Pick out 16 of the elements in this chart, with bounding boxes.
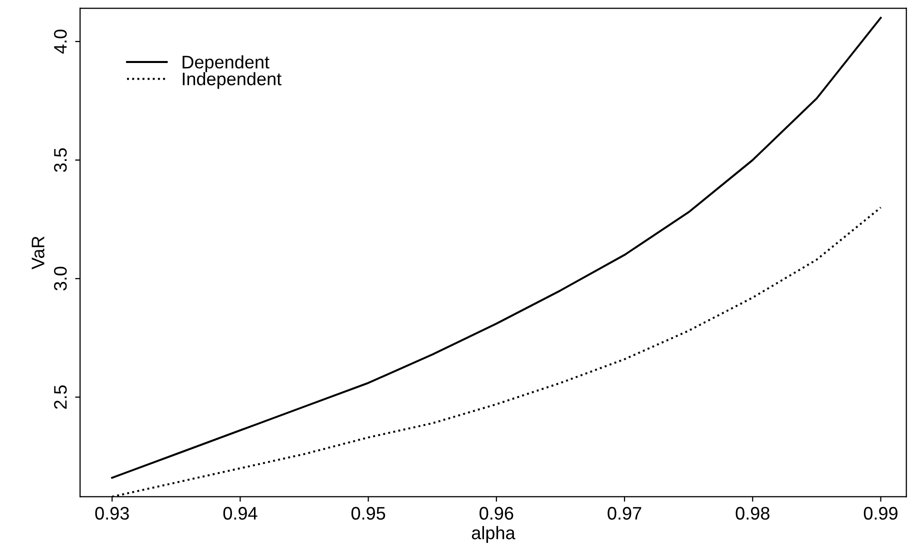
y-tick-label: 4.0 [54,30,67,54]
x-tick-label: 0.95 [351,506,386,520]
line-series [111,16,882,479]
x-tick-label: 0.98 [736,506,770,520]
x-tick-label: 0.93 [95,506,129,520]
y-tick-label: 3.5 [54,148,67,172]
y-tick-label: 3.0 [54,266,67,290]
y-axis-title: VaR [32,236,44,270]
y-tick-label: 2.5 [54,385,67,409]
x-tick-label: 0.99 [864,506,898,520]
legend-label: Independent [182,72,282,89]
x-tick-label: 0.94 [223,506,258,520]
x-tick-label: 0.97 [608,506,642,520]
legend-label: Dependent [182,55,270,72]
x-tick-label: 0.96 [480,506,514,520]
x-axis-title: alpha [472,526,516,543]
